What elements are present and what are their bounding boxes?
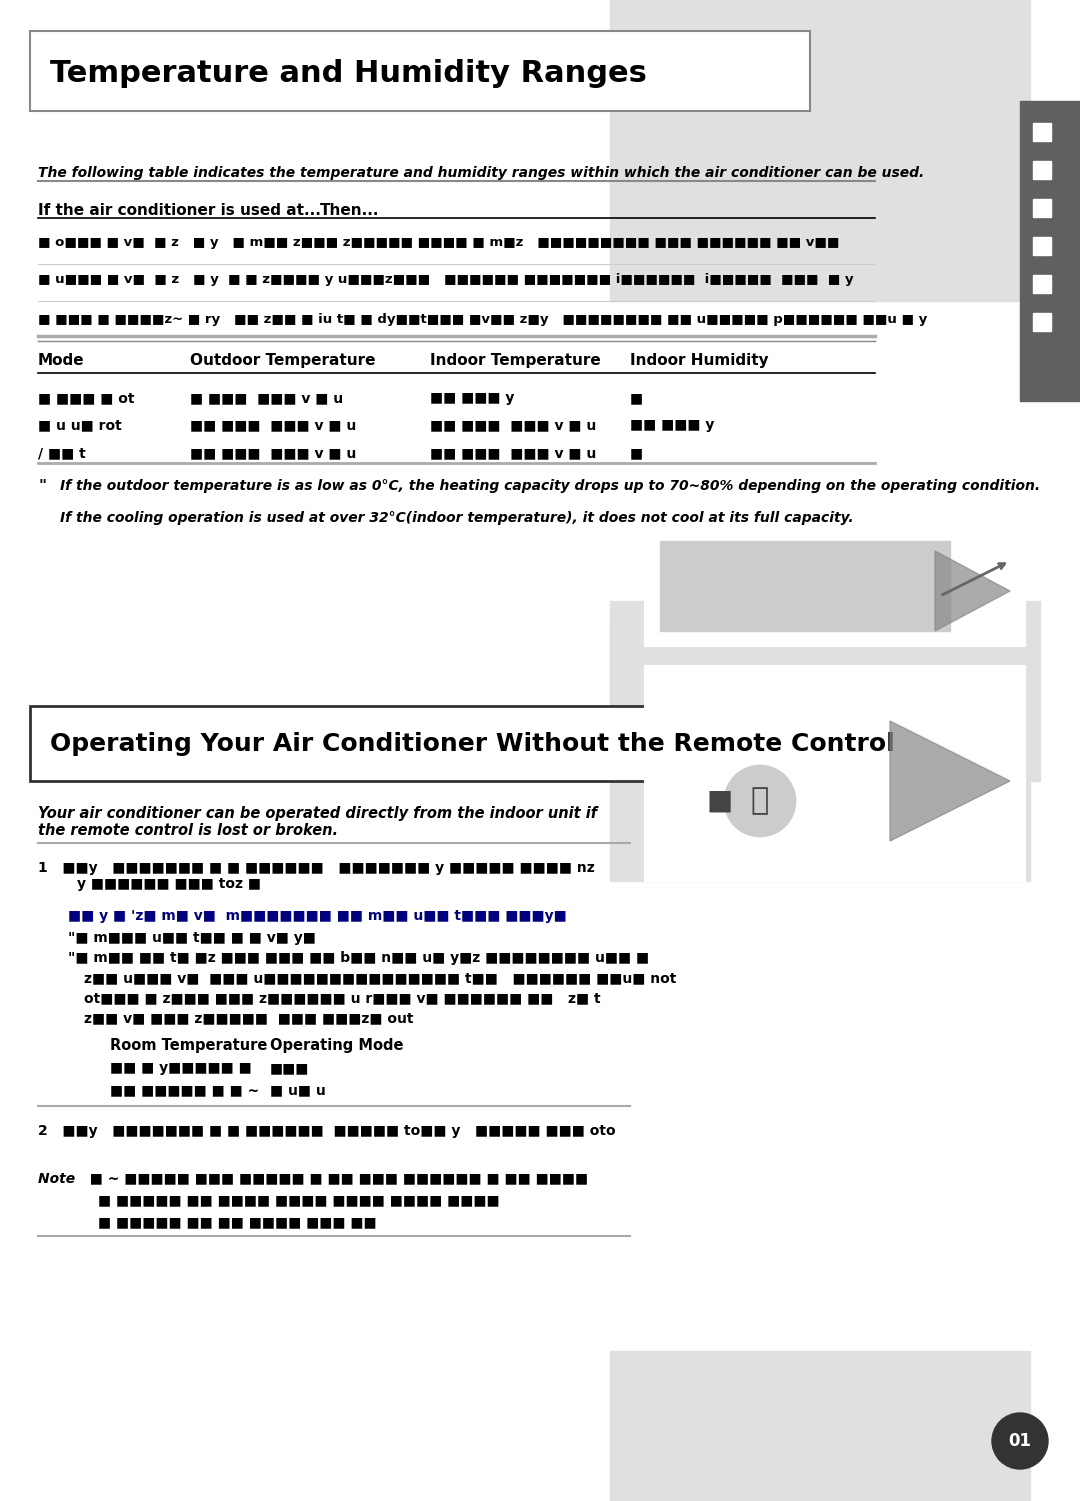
Text: 01: 01 xyxy=(1009,1432,1031,1450)
Text: Mode: Mode xyxy=(38,353,84,368)
Polygon shape xyxy=(935,551,1010,630)
Text: / ■■ t: / ■■ t xyxy=(38,446,85,459)
Text: ■ ■■■ ■ ot: ■ ■■■ ■ ot xyxy=(38,390,135,405)
Text: If the air conditioner is used at...: If the air conditioner is used at... xyxy=(38,203,321,218)
Circle shape xyxy=(725,766,795,836)
Text: ■: ■ xyxy=(630,390,643,405)
Text: Indoor Temperature: Indoor Temperature xyxy=(430,353,600,368)
Text: ■■ y ■ 'z■ m■ v■  m■■■■■■■ ■■ m■■ u■■ t■■■ ■■■y■: ■■ y ■ 'z■ m■ v■ m■■■■■■■ ■■ m■■ u■■ t■■… xyxy=(68,910,567,923)
Text: Then...: Then... xyxy=(320,203,379,218)
Bar xyxy=(660,540,950,630)
Text: ■ ■■■  ■■■ v ■ u: ■ ■■■ ■■■ v ■ u xyxy=(190,390,343,405)
Bar xyxy=(610,621,1030,881)
Text: ■■■: ■■■ xyxy=(270,1061,309,1075)
Text: ": " xyxy=(38,479,46,494)
Text: ot■■■ ■ z■■■ ■■■ z■■■■■■ u r■■■ v■ ■■■■■■ ■■   z■ t: ot■■■ ■ z■■■ ■■■ z■■■■■■ u r■■■ v■ ■■■■■… xyxy=(84,991,600,1006)
Polygon shape xyxy=(890,720,1010,841)
Bar xyxy=(1032,200,1051,218)
FancyBboxPatch shape xyxy=(30,32,810,111)
Text: z■■ u■■■ v■  ■■■ u■■■■■■■■■■■■■■■ t■■   ■■■■■■ ■■u■ not: z■■ u■■■ v■ ■■■ u■■■■■■■■■■■■■■■ t■■ ■■■… xyxy=(84,971,676,985)
Bar xyxy=(610,1351,1030,1501)
Text: ■■ ■■■  ■■■ v ■ u: ■■ ■■■ ■■■ v ■ u xyxy=(430,446,596,459)
Bar xyxy=(1032,123,1051,141)
Text: ■■ ■■■  ■■■ v ■ u: ■■ ■■■ ■■■ v ■ u xyxy=(430,417,596,432)
Text: ■ o■■■ ■ v■  ■ z   ■ y   ■ m■■ z■■■ z■■■■■ ■■■■ ■ m■z   ■■■■■■■■■ ■■■ ■■■■■■ ■■ : ■ o■■■ ■ v■ ■ z ■ y ■ m■■ z■■■ z■■■■■ ■■… xyxy=(38,236,839,249)
Text: Operating Your Air Conditioner Without the Remote Control: Operating Your Air Conditioner Without t… xyxy=(50,732,894,757)
Text: ■ ■■■■■ ■■ ■■ ■■■■ ■■■ ■■: ■ ■■■■■ ■■ ■■ ■■■■ ■■■ ■■ xyxy=(98,1214,377,1229)
Text: Your air conditioner can be operated directly from the indoor unit if
the remote: Your air conditioner can be operated dir… xyxy=(38,806,597,839)
Text: ■■ ■■■  ■■■ v ■ u: ■■ ■■■ ■■■ v ■ u xyxy=(190,446,356,459)
Text: 1   ■■y   ■■■■■■■ ■ ■ ■■■■■■   ■■■■■■■ y ■■■■■ ■■■■ nz
        y ■■■■■■ ■■■ toz : 1 ■■y ■■■■■■■ ■ ■ ■■■■■■ ■■■■■■■ y ■■■■■… xyxy=(38,862,595,892)
Text: ■ u■■■ ■ v■  ■ z   ■ y  ■ ■ z■■■■ y u■■■z■■■   ■■■■■■ ■■■■■■■ i■■■■■■  i■■■■■  ■: ■ u■■■ ■ v■ ■ z ■ y ■ ■ z■■■■ y u■■■z■■■… xyxy=(38,273,853,287)
Bar xyxy=(1032,314,1051,332)
Bar xyxy=(610,0,1030,302)
Circle shape xyxy=(993,1412,1048,1469)
Text: ⏻: ⏻ xyxy=(751,787,769,815)
Text: If the outdoor temperature is as low as 0°C, the heating capacity drops up to 70: If the outdoor temperature is as low as … xyxy=(60,479,1040,492)
Text: Operating Mode: Operating Mode xyxy=(270,1039,404,1054)
Bar xyxy=(1032,161,1051,179)
Bar xyxy=(645,666,1025,881)
Text: ■■ ■■■■■ ■ ■ ~: ■■ ■■■■■ ■ ■ ~ xyxy=(110,1084,259,1097)
Text: ■ ■■■ ■ ■■■■z~ ■ ry   ■■ z■■ ■ iu t■ ■ dy■■t■■■ ■v■■ z■y   ■■■■■■■■ ■■ u■■■■■ p■: ■ ■■■ ■ ■■■■z~ ■ ry ■■ z■■ ■ iu t■ ■ dy■… xyxy=(38,314,928,326)
Bar xyxy=(1032,275,1051,293)
Bar xyxy=(1020,101,1080,401)
Text: Note   ■ ~ ■■■■■ ■■■ ■■■■■ ■ ■■ ■■■ ■■■■■■ ■ ■■ ■■■■: Note ■ ~ ■■■■■ ■■■ ■■■■■ ■ ■■ ■■■ ■■■■■■… xyxy=(38,1171,589,1184)
Text: Outdoor Temperature: Outdoor Temperature xyxy=(190,353,376,368)
Text: 2   ■■y   ■■■■■■■ ■ ■ ■■■■■■  ■■■■■ to■■ y   ■■■■■ ■■■ oto: 2 ■■y ■■■■■■■ ■ ■ ■■■■■■ ■■■■■ to■■ y ■■… xyxy=(38,1124,616,1138)
Text: "■ m■■■ u■■ t■■ ■ ■ v■ y■: "■ m■■■ u■■ t■■ ■ ■ v■ y■ xyxy=(68,931,315,946)
Text: Indoor Humidity: Indoor Humidity xyxy=(630,353,769,368)
Text: If the cooling operation is used at over 32°C(indoor temperature), it does not c: If the cooling operation is used at over… xyxy=(60,510,853,525)
Text: ■■ ■■■ y: ■■ ■■■ y xyxy=(430,390,514,405)
Text: ■ u■ u: ■ u■ u xyxy=(270,1084,326,1097)
FancyBboxPatch shape xyxy=(30,705,810,781)
Text: "■ m■■ ■■ t■ ■z ■■■ ■■■ ■■ b■■ n■■ u■ y■z ■■■■■■■■ u■■ ■: "■ m■■ ■■ t■ ■z ■■■ ■■■ ■■ b■■ n■■ u■ y■… xyxy=(68,952,649,965)
Text: ■: ■ xyxy=(630,446,643,459)
Text: ■: ■ xyxy=(707,787,733,815)
Text: ■■ ■■■ y: ■■ ■■■ y xyxy=(630,417,714,432)
Text: The following table indicates the temperature and humidity ranges within which t: The following table indicates the temper… xyxy=(38,167,924,180)
Text: Temperature and Humidity Ranges: Temperature and Humidity Ranges xyxy=(50,60,647,89)
Bar xyxy=(610,600,1040,781)
Text: ■ ■■■■■ ■■ ■■■■ ■■■■ ■■■■ ■■■■ ■■■■: ■ ■■■■■ ■■ ■■■■ ■■■■ ■■■■ ■■■■ ■■■■ xyxy=(98,1193,500,1207)
Text: Room Temperature: Room Temperature xyxy=(110,1039,268,1054)
Text: ■ u u■ rot: ■ u u■ rot xyxy=(38,417,122,432)
Bar xyxy=(645,446,1025,645)
Text: ■■ ■ y■■■■■ ■: ■■ ■ y■■■■■ ■ xyxy=(110,1061,252,1075)
Text: ■■ ■■■  ■■■ v ■ u: ■■ ■■■ ■■■ v ■ u xyxy=(190,417,356,432)
Text: z■■ v■ ■■■ z■■■■■  ■■■ ■■■z■ out: z■■ v■ ■■■ z■■■■■ ■■■ ■■■z■ out xyxy=(84,1012,414,1025)
Bar xyxy=(1032,237,1051,255)
